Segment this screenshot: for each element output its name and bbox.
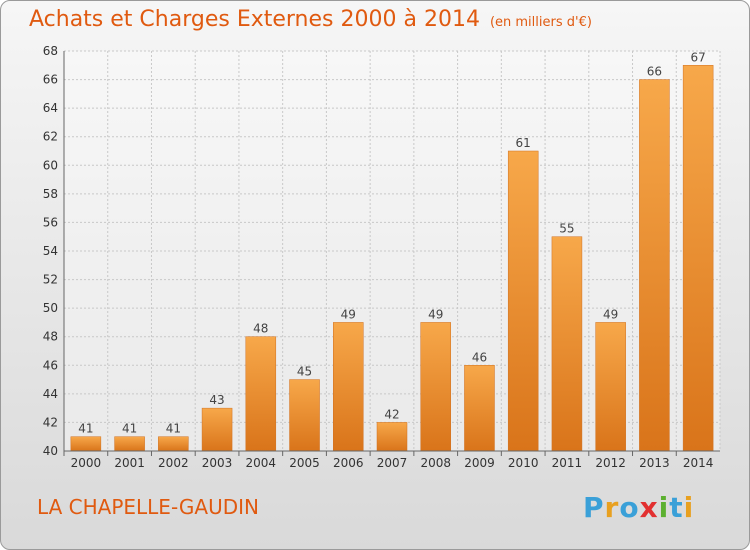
y-tick-label: 56 <box>43 215 58 229</box>
bar <box>201 407 233 452</box>
data-label: 67 <box>690 50 705 64</box>
x-tick-label: 2014 <box>683 456 714 470</box>
data-label: 55 <box>559 222 574 236</box>
x-tick-label: 2005 <box>289 456 320 470</box>
logo-letter: P <box>583 491 605 524</box>
x-tick-label: 2009 <box>464 456 495 470</box>
y-tick-label: 58 <box>43 187 58 201</box>
x-tick-label: 2002 <box>158 456 189 470</box>
y-tick-label: 52 <box>43 273 58 287</box>
y-tick-label: 42 <box>43 415 58 429</box>
x-tick-label: 2006 <box>333 456 364 470</box>
data-label: 48 <box>253 322 268 336</box>
x-tick-label: 2004 <box>246 456 277 470</box>
data-label: 42 <box>384 407 399 421</box>
data-label: 49 <box>428 307 443 321</box>
y-tick-label: 62 <box>43 130 58 144</box>
bar <box>420 322 451 452</box>
x-tick-label: 2013 <box>639 456 670 470</box>
y-tick-label: 48 <box>43 330 58 344</box>
y-tick-label: 44 <box>43 387 58 401</box>
bar <box>464 365 495 452</box>
y-tick-label: 46 <box>43 358 58 372</box>
y-tick-label: 68 <box>43 44 58 58</box>
bar <box>245 336 277 452</box>
data-label: 49 <box>603 307 618 321</box>
bar <box>682 65 714 452</box>
logo-letter: i <box>658 491 670 524</box>
commune-name: LA CHAPELLE-GAUDIN <box>37 495 259 519</box>
bar <box>114 436 145 452</box>
logo-letter: r <box>604 491 620 524</box>
y-tick-label: 54 <box>43 244 58 258</box>
chart-title-text: Achats et Charges Externes 2000 à 2014 <box>29 7 480 32</box>
data-label: 41 <box>166 422 181 436</box>
proxiti-logo: Proxiti <box>583 491 694 524</box>
data-label: 45 <box>297 365 312 379</box>
x-tick-label: 2008 <box>420 456 451 470</box>
x-tick-label: 2000 <box>71 456 102 470</box>
logo-letter: o <box>619 491 640 524</box>
data-label: 46 <box>472 350 487 364</box>
bar <box>595 322 626 452</box>
y-tick-label: 60 <box>43 158 58 172</box>
data-label: 41 <box>122 422 137 436</box>
bar <box>376 422 408 452</box>
y-tick-label: 64 <box>43 101 58 115</box>
chart-title: Achats et Charges Externes 2000 à 2014 (e… <box>29 7 592 32</box>
bar <box>507 150 539 452</box>
bar <box>333 322 364 452</box>
logo-letter: x <box>639 491 659 524</box>
y-tick-label: 50 <box>43 301 58 315</box>
y-tick-label: 66 <box>43 73 58 87</box>
data-label: 66 <box>647 65 662 79</box>
chart-unit: (en milliers d'€) <box>489 15 592 30</box>
data-label: 43 <box>209 393 224 407</box>
data-label: 49 <box>341 307 356 321</box>
y-tick-label: 40 <box>43 444 58 458</box>
x-tick-label: 2007 <box>377 456 408 470</box>
x-tick-label: 2003 <box>202 456 233 470</box>
bar <box>639 79 670 452</box>
bar <box>551 236 583 452</box>
x-tick-label: 2001 <box>114 456 145 470</box>
bar <box>70 436 102 452</box>
data-label: 41 <box>78 422 93 436</box>
bar <box>158 436 189 452</box>
data-label: 61 <box>516 136 531 150</box>
x-tick-label: 2011 <box>552 456 583 470</box>
bar <box>289 379 320 452</box>
x-tick-label: 2010 <box>508 456 539 470</box>
x-tick-label: 2012 <box>595 456 626 470</box>
logo-letter: t <box>669 491 684 524</box>
logo-letter: i <box>683 491 695 524</box>
